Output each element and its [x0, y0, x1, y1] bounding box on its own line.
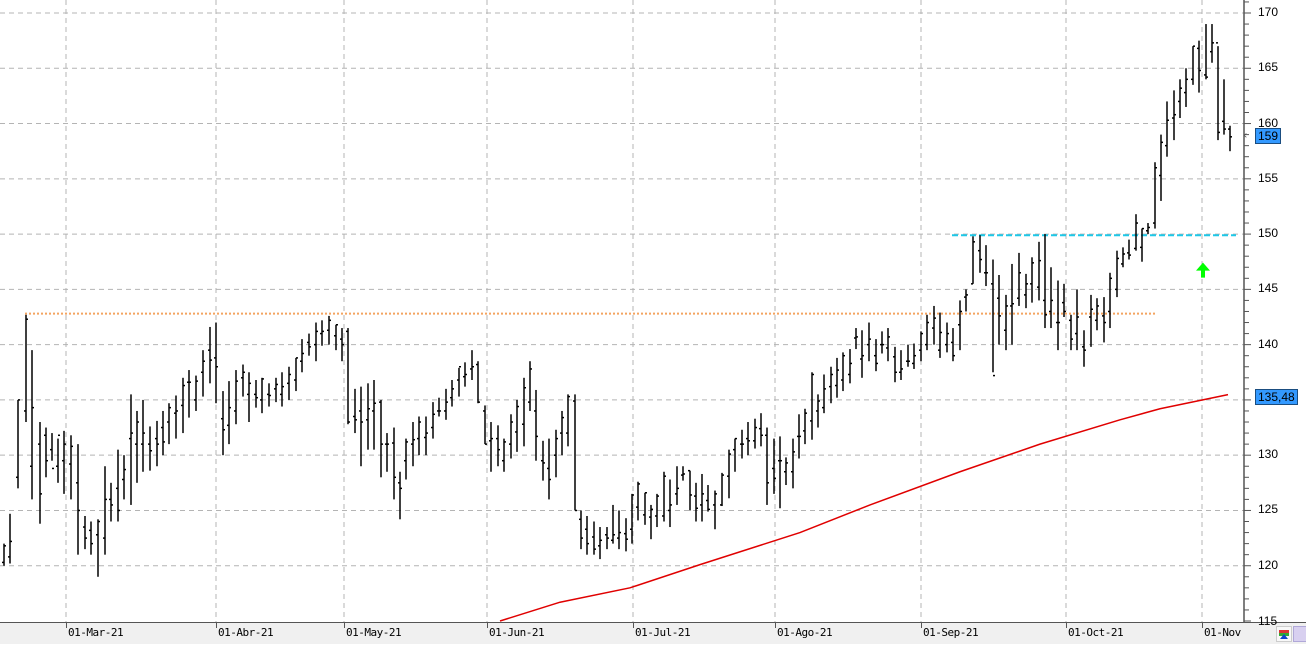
- x-tick: [1202, 623, 1203, 628]
- y-tick-label: 120: [1258, 557, 1279, 572]
- x-tick: [633, 623, 634, 628]
- y-tick-label: 140: [1258, 336, 1279, 351]
- x-tick-label: 01-Oct-21: [1068, 626, 1124, 639]
- x-tick-label: 01-Jul-21: [635, 626, 691, 639]
- y-tick-label: 145: [1258, 281, 1279, 296]
- grid: [0, 0, 1244, 622]
- x-tick-label: 01-Mar-21: [68, 626, 124, 639]
- x-tick-label: 01-Nov: [1204, 626, 1241, 639]
- y-tick-label: 115: [1258, 614, 1278, 628]
- chart-settings-icon[interactable]: [1276, 626, 1292, 642]
- x-tick: [921, 623, 922, 628]
- y-tick-label: 165: [1258, 60, 1279, 75]
- x-tick-label: 01-Ago-21: [777, 626, 833, 639]
- x-tick: [775, 623, 776, 628]
- x-tick-label: 01-Abr-21: [218, 626, 274, 639]
- x-tick: [216, 623, 217, 628]
- moving-average-line: [499, 393, 1229, 622]
- green-up-arrow-icon: [1196, 262, 1210, 278]
- y-axis: ‹: [1243, 0, 1251, 622]
- y-tick-label: 170: [1258, 5, 1279, 19]
- y-tick-label: 130: [1258, 447, 1279, 462]
- svg-text:‹: ‹: [1243, 129, 1247, 142]
- x-tick-label: 01-May-21: [346, 626, 402, 639]
- x-tick: [344, 623, 345, 628]
- x-tick: [487, 623, 488, 628]
- panel-toggle-icon[interactable]: [1293, 626, 1306, 642]
- y-tick-label: 150: [1258, 226, 1279, 241]
- x-axis-band: [0, 622, 1306, 644]
- x-tick: [1066, 623, 1067, 628]
- ma-price-tag: 135,48: [1255, 389, 1298, 405]
- y-tick-label: 125: [1258, 502, 1279, 517]
- x-tick: [66, 623, 67, 628]
- y-tick-label: 160: [1258, 115, 1279, 130]
- y-tick-label: 155: [1258, 170, 1279, 185]
- x-tick-label: 01-Jun-21: [489, 626, 545, 639]
- x-tick-label: 01-Sep-21: [923, 626, 979, 639]
- last-price-tag: 159: [1255, 128, 1282, 144]
- ohlc-bars: [2, 24, 1232, 577]
